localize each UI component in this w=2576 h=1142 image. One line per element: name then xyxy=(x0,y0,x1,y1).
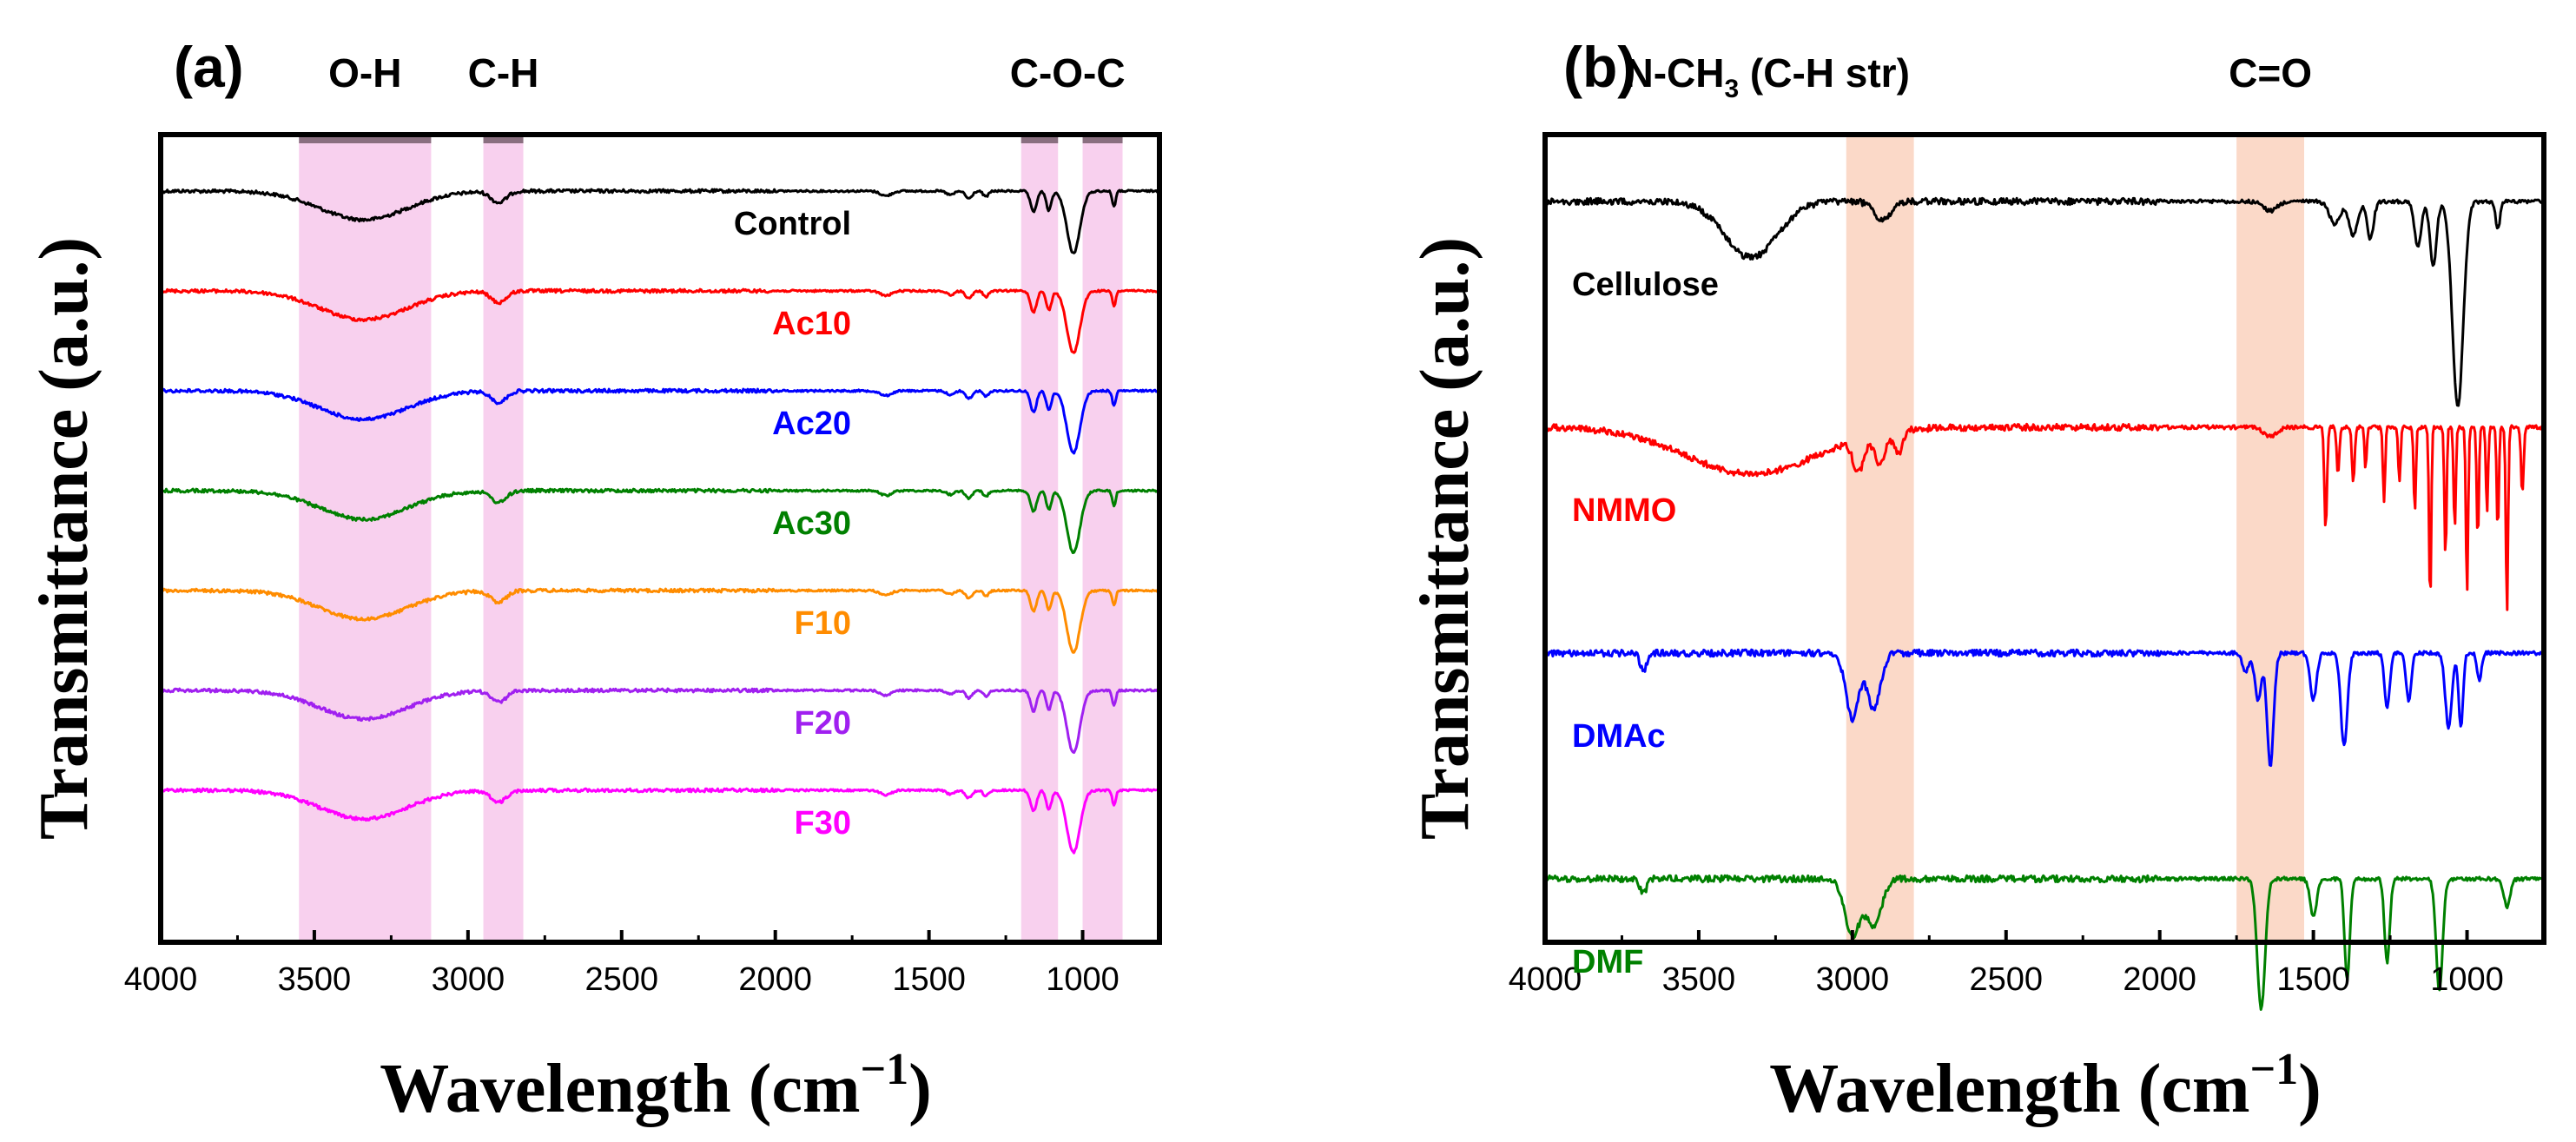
panel-a-bands xyxy=(299,133,1123,942)
band-c-h xyxy=(483,135,524,942)
trace-control xyxy=(159,188,1160,254)
panel-b-bands xyxy=(1846,135,2304,942)
trace-f10 xyxy=(160,587,1161,654)
panel-a-traces xyxy=(159,188,1161,855)
series-label-ac10: Ac10 xyxy=(772,306,851,342)
x-tick-label: 2000 xyxy=(2123,961,2196,998)
band-c-o xyxy=(2236,135,2304,942)
series-label-f10: F10 xyxy=(795,605,851,642)
trace-dmf xyxy=(1543,874,2546,1011)
panel-b-band-labels: N-CH3 (C-H str) C=O xyxy=(1624,50,2312,103)
x-tick-label: 2500 xyxy=(1969,961,2043,998)
panel-a: 4000 3500 3000 2500 2000 1500 1000 Control Ac10… xyxy=(26,35,1162,1127)
series-label-f20: F20 xyxy=(795,705,851,742)
trace-f30 xyxy=(159,787,1160,855)
panel-a-band-labels: O-H C-H C-O-C xyxy=(328,50,1125,96)
band-n-ch xyxy=(1846,135,1914,942)
panel-b-axes-frame xyxy=(1542,132,2546,945)
x-tick-label: 3000 xyxy=(432,961,505,998)
x-tick-label: 1000 xyxy=(2430,961,2504,998)
trace-ac20 xyxy=(160,387,1160,455)
series-label-nmmo: NMMO xyxy=(1572,492,1676,529)
x-tick-label: 1500 xyxy=(2276,961,2350,998)
series-label-ac30: Ac30 xyxy=(772,505,851,542)
x-tick-label: 3500 xyxy=(1662,961,1736,998)
panel-a-series-labels: Control Ac10 Ac20 Ac30 F10 F20 F30 xyxy=(734,206,851,842)
panel-b-series-labels: Cellulose NMMO DMAc DMF xyxy=(1572,267,1719,980)
series-label-cellulose: Cellulose xyxy=(1572,267,1719,303)
x-tick-label: 1500 xyxy=(892,961,966,998)
trace-ac10 xyxy=(159,287,1160,354)
trace-ac30 xyxy=(160,487,1160,555)
trace-nmmo xyxy=(1543,422,2545,611)
band-label: N-CH3 (C-H str) xyxy=(1624,50,1909,103)
band-label: C-H xyxy=(468,50,539,96)
x-tick-label: 4000 xyxy=(1509,961,1582,998)
panel-b-xlabel: Wavelength (cm−1) xyxy=(1769,1045,2322,1127)
series-label-f30: F30 xyxy=(795,805,851,842)
band-c-o-c xyxy=(1020,135,1059,942)
panel-a-ticks: 4000 3500 3000 2500 2000 1500 1000 xyxy=(124,930,1120,998)
panel-b-ylabel: Transmittance (a.u.) xyxy=(1407,237,1483,840)
panel-a-ylabel: Transmittance (a.u.) xyxy=(26,237,102,840)
x-tick-label: 1000 xyxy=(1046,961,1120,998)
series-label-ac20: Ac20 xyxy=(772,406,851,442)
panel-b-traces xyxy=(1543,196,2546,1011)
panel-b-ticks: 4000 3500 3000 2500 2000 1500 1000 xyxy=(1509,930,2504,998)
series-label-dmac: DMAc xyxy=(1572,718,1666,755)
band-coc-2 xyxy=(1082,135,1123,942)
x-tick-label: 3500 xyxy=(278,961,352,998)
band-label: C-O-C xyxy=(1010,50,1126,96)
x-tick-label: 4000 xyxy=(124,961,198,998)
panel-b: 4000 3500 3000 2500 2000 1500 1000 Cellulose NM… xyxy=(1407,35,2546,1127)
series-label-dmf: DMF xyxy=(1572,944,1643,980)
series-label-control: Control xyxy=(734,206,851,242)
x-tick-label: 2000 xyxy=(738,961,812,998)
trace-dmac xyxy=(1543,648,2545,768)
panel-a-axes-frame xyxy=(158,132,1162,945)
x-tick-label: 3000 xyxy=(1816,961,1890,998)
band-label: O-H xyxy=(328,50,401,96)
panel-a-letter: (a) xyxy=(174,35,244,99)
x-tick-label: 2500 xyxy=(585,961,658,998)
trace-f20 xyxy=(160,687,1160,755)
panel-a-xlabel: Wavelength (cm−1) xyxy=(380,1045,932,1127)
panel-b-letter: (b) xyxy=(1563,35,1636,99)
band-label: C=O xyxy=(2229,50,2312,96)
trace-cellulose xyxy=(1544,196,2545,407)
